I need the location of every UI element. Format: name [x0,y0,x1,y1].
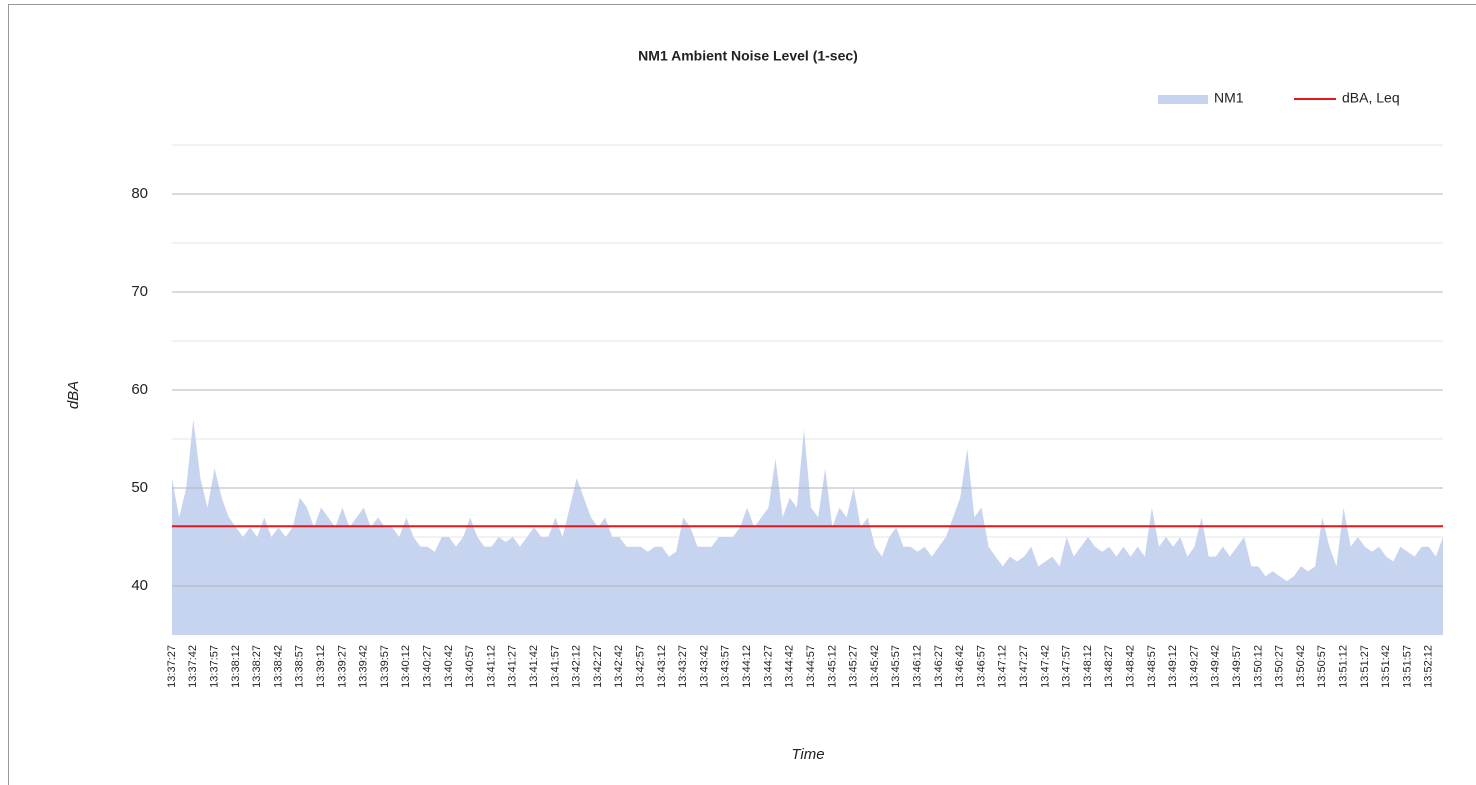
x-tick-label: 13:38:57 [294,645,306,688]
x-tick-label: 13:47:57 [1061,645,1073,688]
x-tick-label: 13:41:27 [507,645,519,688]
x-tick-label: 13:47:12 [997,645,1009,688]
x-tick-label: 13:42:12 [571,645,583,688]
x-tick-label: 13:39:27 [336,645,348,688]
x-tick-label: 13:45:42 [869,645,881,688]
y-tick-label: 80 [131,185,148,202]
y-tick-label: 50 [131,479,148,496]
x-tick-label: 13:39:12 [315,645,327,688]
legend-swatch [1158,95,1208,104]
x-tick-label: 13:41:57 [549,645,561,688]
x-tick-label: 13:51:12 [1337,645,1349,688]
x-tick-label: 13:51:27 [1359,645,1371,688]
x-tick-label: 13:49:12 [1167,645,1179,688]
x-tick-label: 13:37:57 [209,645,221,688]
x-tick-label: 13:47:42 [1039,645,1051,688]
x-tick-label: 13:51:57 [1401,645,1413,688]
x-tick-label: 13:50:12 [1252,645,1264,688]
x-tick-label: 13:45:27 [848,645,860,688]
x-tick-label: 13:48:12 [1082,645,1094,688]
x-tick-label: 13:43:12 [656,645,668,688]
x-tick-label: 13:43:27 [677,645,689,688]
x-tick-label: 13:40:27 [422,645,434,688]
chart-title: NM1 Ambient Noise Level (1-sec) [638,48,858,64]
x-tick-label: 13:49:27 [1188,645,1200,688]
x-tick-label: 13:52:12 [1423,645,1435,688]
x-tick-label: 13:46:57 [975,645,987,688]
x-tick-label: 13:47:27 [1018,645,1030,688]
x-tick-label: 13:37:42 [187,645,199,688]
y-tick-label: 70 [131,283,148,300]
x-tick-label: 13:44:27 [762,645,774,688]
legend-label: dBA, Leq [1342,90,1400,106]
x-tick-label: 13:50:57 [1316,645,1328,688]
x-tick-label: 13:46:27 [933,645,945,688]
x-tick-label: 13:38:42 [272,645,284,688]
x-tick-label: 13:39:57 [379,645,391,688]
legend-label: NM1 [1214,90,1244,106]
x-tick-label: 13:42:57 [635,645,647,688]
x-tick-label: 13:38:27 [251,645,263,688]
x-tick-label: 13:49:57 [1231,645,1243,688]
x-tick-label: 13:40:57 [464,645,476,688]
y-axis-title: dBA [65,381,82,409]
x-tick-label: 13:44:12 [741,645,753,688]
x-tick-label: 13:46:42 [954,645,966,688]
x-tick-label: 13:41:42 [528,645,540,688]
x-tick-label: 13:43:57 [720,645,732,688]
x-tick-label: 13:45:57 [890,645,902,688]
x-tick-label: 13:43:42 [698,645,710,688]
x-tick-label: 13:39:42 [358,645,370,688]
x-tick-label: 13:50:42 [1295,645,1307,688]
x-tick-label: 13:42:27 [592,645,604,688]
x-tick-label: 13:49:42 [1210,645,1222,688]
x-tick-label: 13:50:27 [1274,645,1286,688]
x-tick-label: 13:44:57 [805,645,817,688]
x-tick-label: 13:40:42 [443,645,455,688]
x-tick-label: 13:48:27 [1103,645,1115,688]
x-tick-label: 13:48:42 [1124,645,1136,688]
x-tick-label: 13:51:42 [1380,645,1392,688]
x-tick-label: 13:40:12 [400,645,412,688]
x-tick-label: 13:41:12 [485,645,497,688]
x-tick-label: 13:48:57 [1146,645,1158,688]
x-tick-label: 13:37:27 [166,645,178,688]
y-tick-label: 60 [131,381,148,398]
x-tick-label: 13:42:42 [613,645,625,688]
x-tick-label: 13:44:42 [784,645,796,688]
frame [8,4,1476,785]
x-tick-label: 13:46:12 [911,645,923,688]
y-tick-label: 40 [131,577,148,594]
x-tick-label: 13:38:12 [230,645,242,688]
x-axis-title: Time [791,746,824,763]
x-tick-label: 13:45:12 [826,645,838,688]
